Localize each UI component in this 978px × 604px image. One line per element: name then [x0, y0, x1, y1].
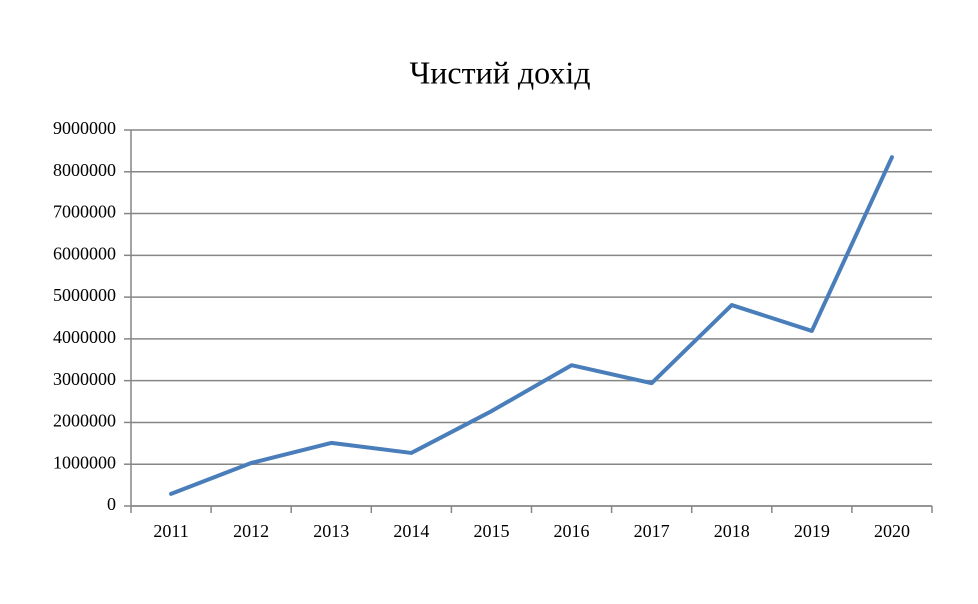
x-tick-label: 2015 — [473, 521, 509, 541]
y-tick-label: 9000000 — [53, 118, 116, 138]
y-tick-label: 8000000 — [53, 160, 116, 180]
y-tick-label: 2000000 — [53, 411, 116, 431]
x-tick-label: 2018 — [714, 521, 750, 541]
x-tick-label: 2016 — [554, 521, 590, 541]
y-tick-label: 6000000 — [53, 243, 116, 263]
chart-title: Чистий дохід — [409, 54, 590, 90]
x-tick-label: 2011 — [153, 521, 188, 541]
y-tick-label: 1000000 — [53, 452, 116, 472]
y-tick-label: 0 — [107, 494, 116, 514]
y-tick-label: 7000000 — [53, 202, 116, 222]
y-tick-label: 3000000 — [53, 369, 116, 389]
y-tick-label: 5000000 — [53, 285, 116, 305]
x-tick-label: 2017 — [634, 521, 670, 541]
x-tick-label: 2014 — [393, 521, 429, 541]
x-tick-label: 2020 — [874, 521, 910, 541]
y-tick-label: 4000000 — [53, 327, 116, 347]
data-line — [169, 155, 894, 496]
x-tick-label: 2019 — [794, 521, 830, 541]
x-tick-label: 2013 — [313, 521, 349, 541]
x-tick-label: 2012 — [233, 521, 269, 541]
